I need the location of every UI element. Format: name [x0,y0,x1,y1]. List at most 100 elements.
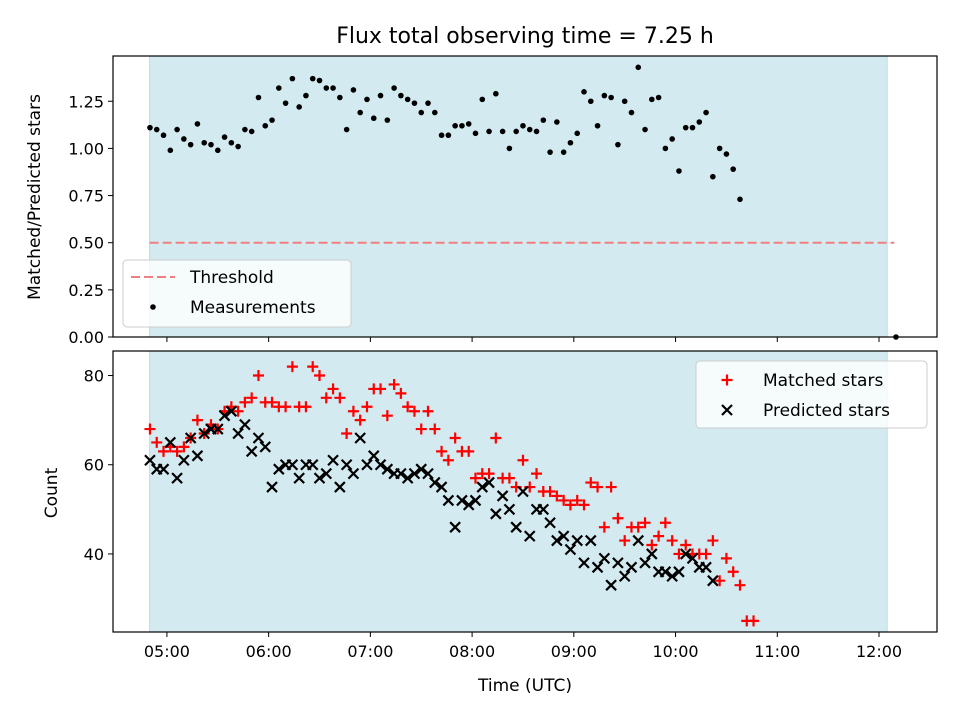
predicted-star-marker [429,476,441,489]
matched-star-marker [395,387,407,399]
axes-frame [112,350,938,633]
matched-star-marker [659,517,671,529]
matched-star-marker [605,481,617,493]
data-point [228,139,235,146]
data-point [526,126,533,133]
matched-star-marker [449,432,461,444]
predicted-star-marker [564,543,577,556]
predicted-star-marker [707,574,719,587]
x-tick-label: 07:00 [347,642,393,661]
legend-measurements-label: Measurements [190,298,316,318]
predicted-star-marker [198,427,210,440]
matched-star-marker [347,405,359,417]
predicted-star-marker [625,561,638,574]
legend-matched-label: Matched stars [763,371,883,391]
predicted-star-marker [401,472,414,484]
matched-star-marker [585,477,597,489]
data-point [601,92,608,99]
x-tick-label: 06:00 [246,642,292,661]
data-point [337,94,343,101]
predicted-star-marker [171,472,183,484]
predicted-star-marker [212,423,224,435]
predicted-star-marker [408,467,421,480]
predicted-star-marker [361,458,373,471]
predicted-star-marker [347,467,360,480]
matched-star-marker [592,481,604,493]
data-point [153,126,160,133]
predicted-star-marker [700,561,712,574]
matched-star-marker [632,521,644,533]
matched-star-marker [436,445,448,457]
data-point [540,117,547,123]
matched-star-marker [612,512,624,524]
data-point [167,147,174,154]
data-point [181,136,187,142]
y-tick-label: 1.00 [68,139,104,158]
predicted-star-marker [551,534,563,547]
x-tick-label: 10:00 [653,642,699,661]
matched-star-marker [144,423,156,435]
data-point [357,109,364,116]
predicted-star-marker [469,494,482,507]
y-tick-label: 0.50 [68,234,104,253]
matched-star-marker [280,401,292,413]
data-point [269,117,275,123]
matched-star-marker [266,396,278,408]
predicted-star-marker [537,503,550,516]
data-point [262,122,269,129]
predicted-star-marker [544,516,556,529]
predicted-star-marker [483,476,495,489]
data-point [567,139,574,146]
data-point [465,121,472,127]
data-point [493,90,499,97]
x-tick-label: 05:00 [144,642,190,661]
predicted-star-marker [367,450,380,462]
data-point [438,132,445,139]
matched-star-marker [252,370,264,382]
data-point [452,122,458,129]
data-point [560,149,567,155]
data-point [682,124,689,131]
matched-star-marker [558,494,570,506]
data-point [730,166,737,172]
data-point [615,141,621,148]
matched-star-marker [307,361,319,373]
predicted-star-marker [320,467,333,480]
predicted-star-marker [374,458,387,471]
data-point [710,173,716,180]
data-point [716,145,723,152]
predicted-star-marker [239,418,251,431]
matched-star-marker [442,454,454,466]
predicted-star-marker [517,485,529,498]
matched-star-marker [361,401,373,413]
data-point [574,130,581,137]
predicted-star-marker [476,481,489,493]
matched-star-marker [720,552,732,564]
matched-star-marker [646,539,658,551]
predicted-star-marker [679,548,692,560]
data-point [370,115,377,122]
data-point [296,104,302,110]
predicted-star-marker [191,450,204,462]
predicted-star-marker [673,566,685,578]
data-point [594,122,601,129]
matched-star-marker [727,566,739,578]
data-point [418,109,425,116]
data-point [533,128,540,135]
data-point [581,89,587,95]
predicted-star-marker [585,534,597,547]
data-point [377,92,384,99]
x-tick-label: 12:00 [856,642,902,661]
top-y-axis-label: Matched/Predicted stars [25,94,45,300]
matched-star-marker [517,454,529,466]
x-tick-label: 09:00 [551,642,597,661]
data-point [642,126,648,133]
predicted-star-marker [252,432,265,444]
data-point [459,122,465,129]
matched-star-marker [483,468,495,480]
data-point [723,151,730,157]
legend-box [695,360,928,429]
matched-star-marker [314,370,326,382]
data-point [445,132,452,139]
